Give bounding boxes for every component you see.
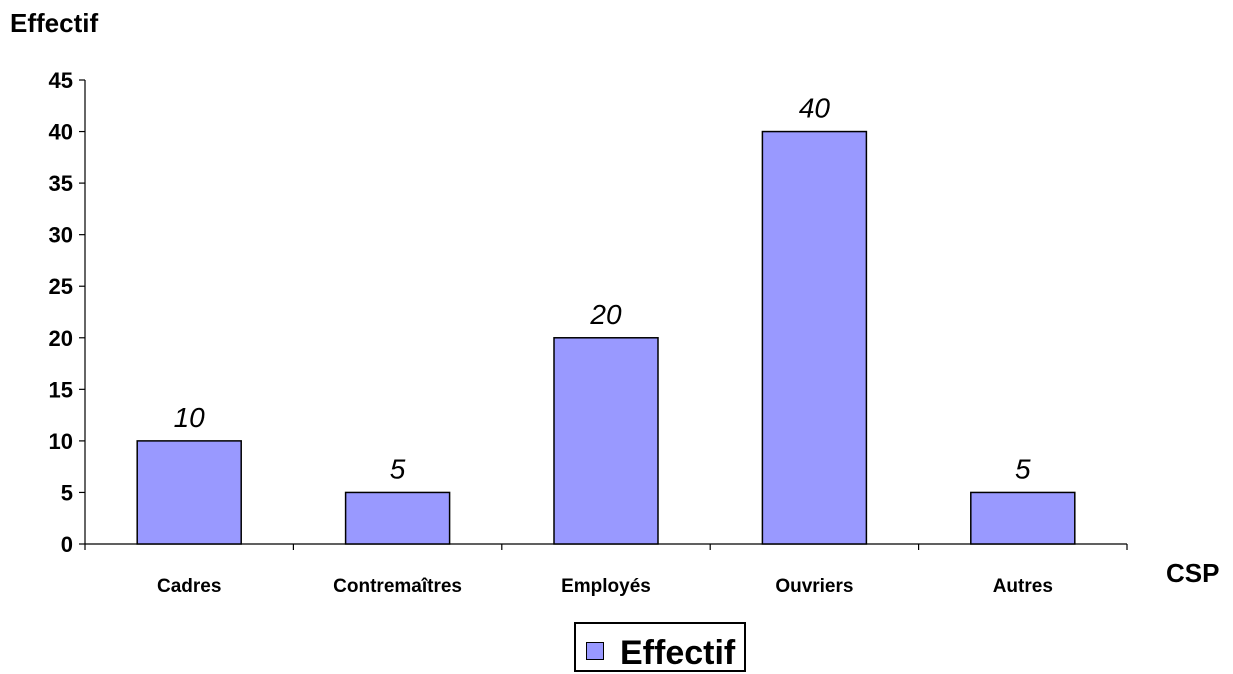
y-tick-label: 45 — [49, 68, 73, 93]
x-axis-title: CSP — [1166, 558, 1220, 588]
bar — [553, 337, 659, 545]
category-label: Cadres — [157, 576, 221, 597]
bar — [761, 130, 868, 545]
bar — [344, 491, 451, 545]
category-label: Contremaîtres — [333, 576, 462, 597]
legend-label: Effectif — [620, 634, 736, 672]
data-label: 5 — [390, 453, 406, 484]
y-tick-label: 35 — [49, 171, 73, 196]
category-label: Ouvriers — [775, 576, 853, 597]
y-tick-label: 20 — [49, 326, 73, 351]
data-label: 10 — [174, 402, 206, 433]
data-label: 20 — [589, 299, 622, 330]
data-label: 5 — [1015, 453, 1031, 484]
y-tick-label: 0 — [61, 532, 73, 557]
y-axis-title: Effectif — [10, 8, 99, 38]
y-tick-label: 40 — [49, 120, 73, 145]
y-tick-label: 15 — [49, 377, 73, 402]
data-label: 40 — [799, 93, 831, 124]
category-label: Autres — [993, 576, 1053, 597]
legend: Effectif — [574, 622, 746, 672]
y-tick-label: 25 — [49, 274, 73, 299]
legend-swatch — [586, 642, 604, 660]
category-label: Employés — [561, 576, 651, 597]
bar — [970, 491, 1076, 545]
y-tick-label: 10 — [49, 429, 73, 454]
bar — [136, 440, 242, 545]
y-tick-label: 30 — [49, 223, 73, 248]
y-tick-label: 5 — [61, 480, 73, 505]
